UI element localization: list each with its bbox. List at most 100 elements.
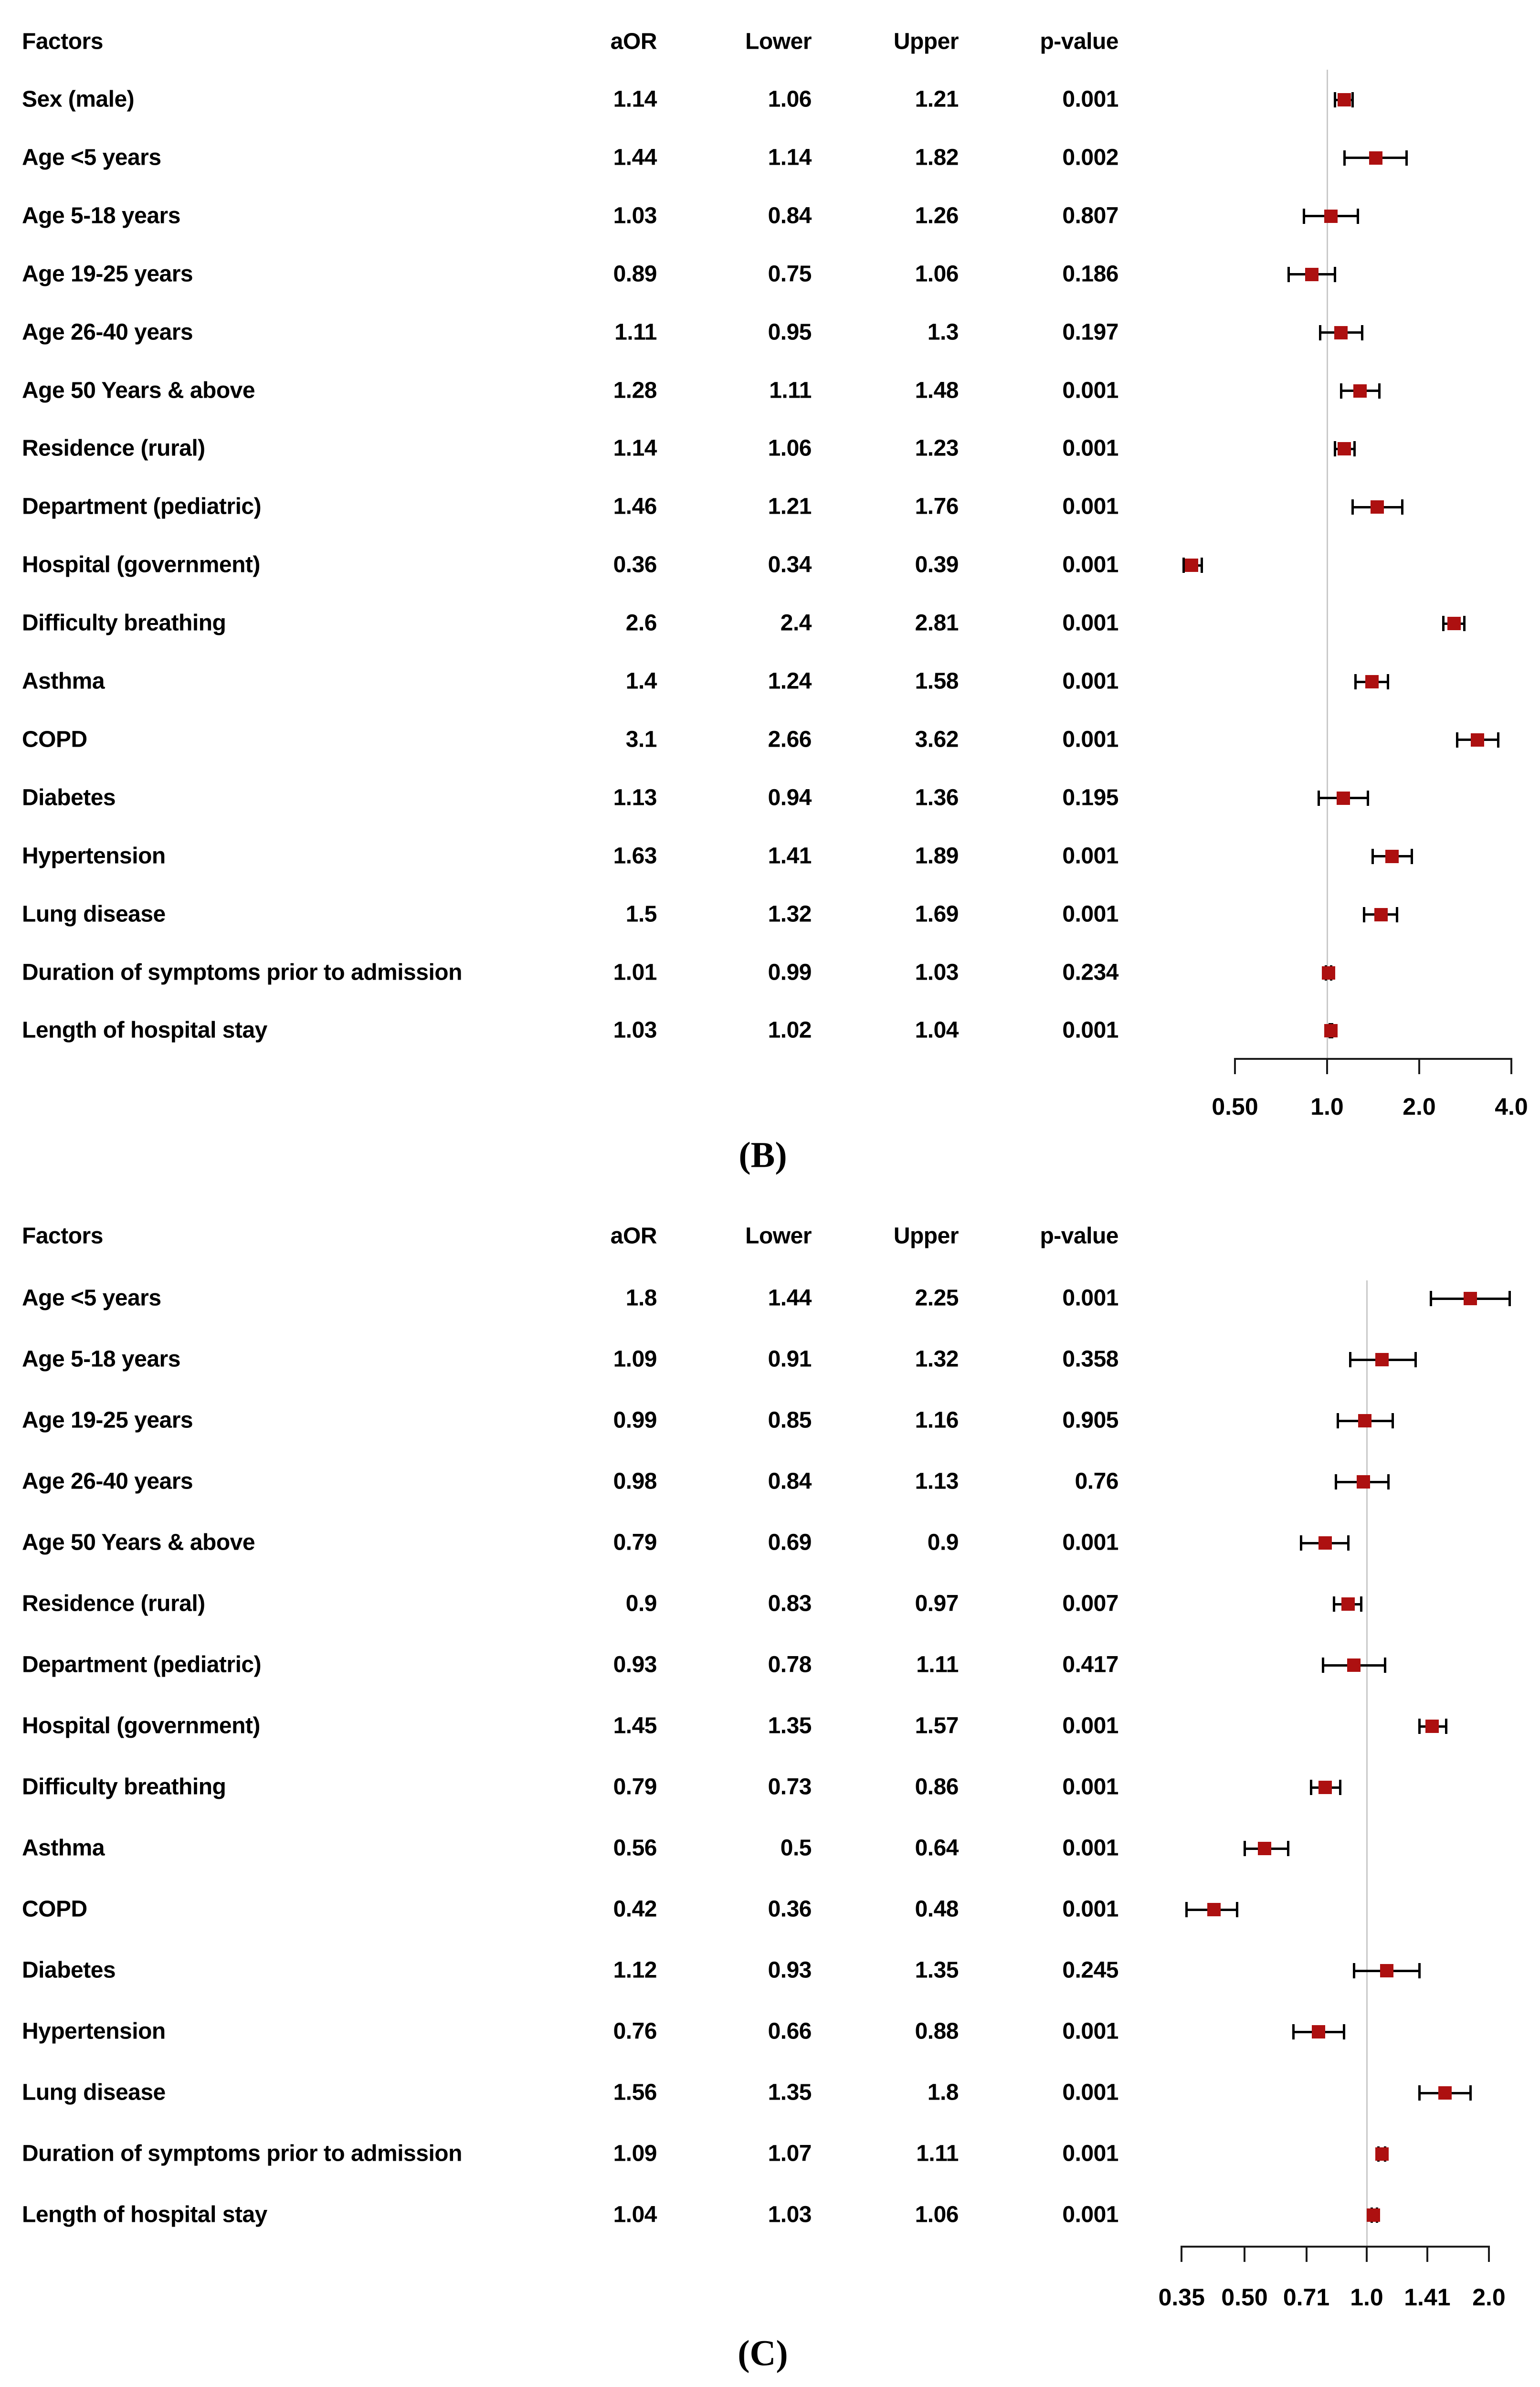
upper-value: 1.13 (915, 1468, 959, 1494)
upper-value: 2.81 (915, 610, 959, 636)
ci-cap-lower (1319, 325, 1322, 340)
ci-cap-upper (1497, 732, 1499, 748)
aor-value: 1.14 (613, 86, 657, 112)
point-estimate-marker (1471, 733, 1485, 747)
ci-cap-lower (1456, 732, 1458, 748)
ci-cap-upper (1463, 616, 1466, 632)
point-estimate-marker (1305, 267, 1318, 281)
factor-label: Duration of symptoms prior to admission (22, 2141, 462, 2166)
ci-cap-upper (1445, 1719, 1448, 1734)
p-value: 0.195 (1062, 785, 1118, 811)
upper-value: 1.3 (927, 319, 959, 345)
p-value: 0.001 (1062, 1285, 1118, 1311)
aor-value: 1.44 (613, 145, 657, 170)
p-value: 0.807 (1062, 203, 1118, 229)
point-estimate-marker (1353, 384, 1367, 398)
ci-cap-upper (1339, 1780, 1341, 1795)
lower-value: 0.84 (768, 1468, 812, 1494)
ci-cap-upper (1333, 266, 1336, 282)
ci-cap-upper (1351, 92, 1354, 107)
point-estimate-marker (1347, 1658, 1361, 1672)
lower-value: 0.83 (768, 1591, 812, 1616)
upper-value: 0.39 (915, 552, 959, 578)
upper-value: 0.9 (927, 1530, 959, 1555)
ci-cap-lower (1332, 1596, 1335, 1612)
point-estimate-marker (1367, 2208, 1381, 2222)
ci-cap-lower (1321, 1658, 1324, 1673)
aor-value: 1.13 (613, 785, 657, 811)
p-value: 0.245 (1062, 1957, 1118, 1983)
p-value: 0.001 (1062, 1017, 1118, 1043)
axis-tick-label: 0.35 (1158, 2284, 1205, 2311)
point-estimate-marker (1356, 1475, 1370, 1489)
ci-cap-lower (1287, 266, 1290, 282)
ci-cap-lower (1430, 1291, 1433, 1306)
lower-value: 1.06 (768, 86, 812, 112)
point-estimate-marker (1184, 559, 1198, 572)
aor-value: 2.6 (625, 610, 657, 636)
p-value: 0.001 (1062, 435, 1118, 461)
column-header-aor: aOR (610, 1223, 657, 1249)
upper-value: 1.04 (915, 1017, 959, 1043)
upper-value: 0.97 (915, 1591, 959, 1616)
lower-value: 0.66 (768, 2018, 812, 2044)
aor-value: 1.63 (613, 843, 657, 869)
lower-value: 1.02 (768, 1017, 812, 1043)
x-axis-line (1234, 1058, 1512, 1060)
ci-cap-lower (1335, 1474, 1338, 1489)
point-estimate-marker (1464, 1292, 1477, 1305)
reference-line (1326, 70, 1328, 1058)
ci-cap-lower (1243, 1841, 1246, 1856)
lower-value: 0.95 (768, 319, 812, 345)
lower-value: 1.21 (768, 494, 812, 519)
point-estimate-marker (1334, 326, 1348, 339)
lower-value: 2.66 (768, 727, 812, 752)
panel-b-caption: (B) (738, 1135, 787, 1175)
point-estimate-marker (1385, 849, 1399, 863)
ci-cap-lower (1343, 150, 1346, 166)
point-estimate-marker (1318, 1781, 1332, 1794)
point-estimate-marker (1321, 966, 1335, 980)
point-estimate-marker (1324, 209, 1338, 223)
axis-tick (1366, 2246, 1368, 2262)
p-value: 0.001 (1062, 86, 1118, 112)
aor-value: 1.12 (613, 1957, 657, 1983)
point-estimate-marker (1447, 617, 1461, 631)
point-estimate-marker (1311, 2025, 1325, 2038)
lower-value: 1.41 (768, 843, 812, 869)
p-value: 0.001 (1062, 1835, 1118, 1861)
p-value: 0.001 (1062, 668, 1118, 694)
upper-value: 1.16 (915, 1407, 959, 1433)
factor-label: Department (pediatric) (22, 494, 262, 519)
axis-tick-label: 1.0 (1310, 1093, 1344, 1120)
aor-value: 1.5 (625, 901, 657, 927)
p-value: 0.001 (1062, 2141, 1118, 2166)
axis-tick-label: 1.41 (1404, 2284, 1451, 2311)
aor-value: 1.28 (613, 378, 657, 403)
ci-cap-lower (1302, 208, 1305, 224)
ci-cap-upper (1405, 150, 1408, 166)
ci-cap-upper (1384, 1658, 1387, 1673)
point-estimate-marker (1425, 1720, 1439, 1733)
axis-tick-label: 0.50 (1221, 2284, 1268, 2311)
p-value: 0.417 (1062, 1652, 1118, 1678)
lower-value: 0.85 (768, 1407, 812, 1433)
point-estimate-marker (1375, 2147, 1389, 2161)
factor-label: Hospital (government) (22, 552, 260, 578)
aor-value: 1.09 (613, 1346, 657, 1372)
upper-value: 1.69 (915, 901, 959, 927)
p-value: 0.001 (1062, 2080, 1118, 2105)
upper-value: 1.32 (915, 1346, 959, 1372)
column-header-lower: Lower (745, 29, 812, 54)
axis-tick (1305, 2246, 1308, 2262)
ci-cap-lower (1310, 1780, 1313, 1795)
factor-label: Hypertension (22, 2018, 166, 2044)
ci-cap-upper (1392, 1413, 1394, 1428)
factor-label: Age 26-40 years (22, 319, 193, 345)
aor-value: 0.99 (613, 1407, 657, 1433)
factor-label: Age <5 years (22, 145, 161, 170)
p-value: 0.001 (1062, 610, 1118, 636)
p-value: 0.001 (1062, 1896, 1118, 1922)
